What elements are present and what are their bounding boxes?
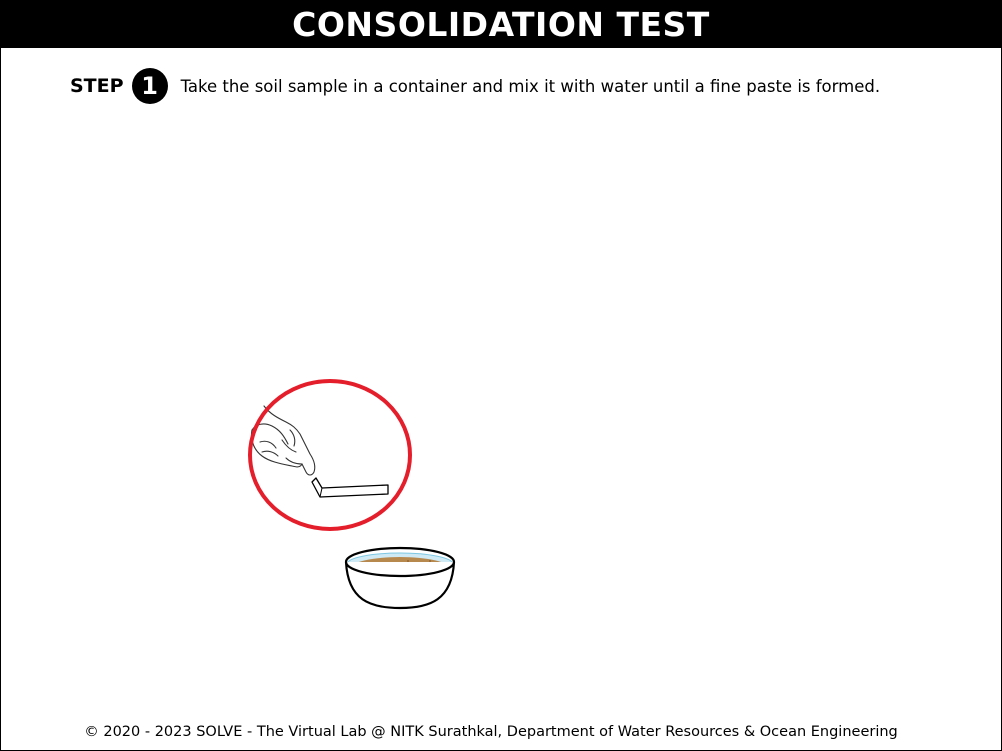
hand-icon — [250, 405, 316, 476]
bowl-icon — [344, 561, 456, 610]
highlight-circle — [248, 379, 412, 531]
step-number: 1 — [141, 72, 158, 100]
step-number-badge: 1 — [131, 68, 168, 104]
soil-bowl[interactable] — [344, 546, 456, 610]
bowl-rim — [344, 546, 456, 578]
footer-copyright: © 2020 - 2023 SOLVE - The Virtual Lab @ … — [84, 724, 898, 740]
step-instruction-text: Take the soil sample in a container and … — [180, 76, 881, 96]
step-label: STEP — [70, 75, 124, 97]
step-instruction-row: STEP 1 Take the soil sample in a contain… — [70, 66, 880, 106]
hand-with-spatula[interactable] — [248, 379, 412, 531]
page-title: CONSOLIDATION TEST — [292, 4, 710, 44]
spatula-icon — [311, 477, 389, 498]
simulation-scene — [248, 379, 456, 610]
title-bar: CONSOLIDATION TEST — [0, 0, 1002, 48]
